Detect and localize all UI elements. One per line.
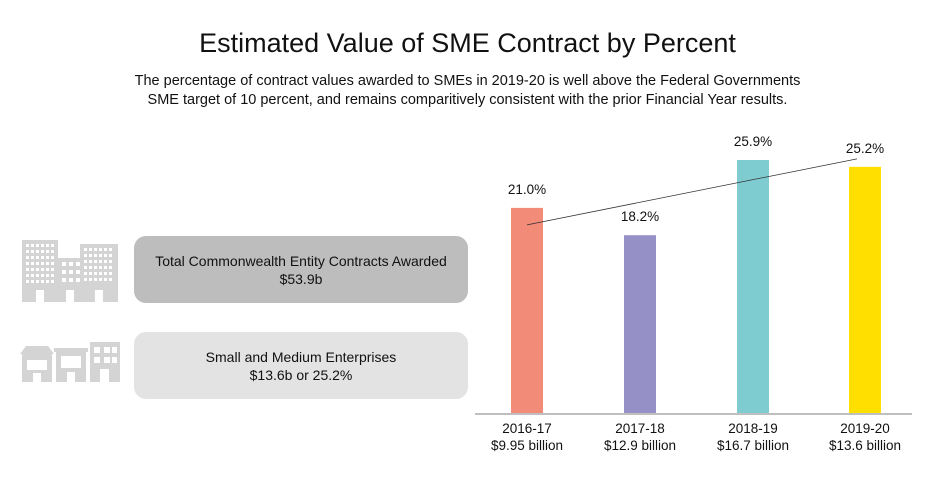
value-label-2017-18: 18.2% bbox=[621, 209, 659, 224]
page-subtitle: The percentage of contract values awarde… bbox=[90, 72, 845, 110]
sme-contracts-value: $13.6b or 25.2% bbox=[249, 366, 353, 383]
bar-2019-20 bbox=[849, 166, 881, 413]
category-label-2018-19: 2018-19 bbox=[728, 421, 778, 436]
category-label-2016-17: 2016-17 bbox=[502, 421, 552, 436]
bar-2018-19 bbox=[737, 160, 769, 413]
total-contracts-value: $53.9b bbox=[279, 270, 323, 287]
category-label-2019-20: 2019-20 bbox=[840, 421, 890, 436]
value-label-2016-17: 21.0% bbox=[508, 182, 546, 197]
value-label-2018-19: 25.9% bbox=[734, 134, 772, 149]
category-amount-2016-17: $9.95 billion bbox=[491, 438, 563, 453]
total-contracts-label: Total Commonwealth Entity Contracts Awar… bbox=[155, 252, 447, 269]
bar-chart: 21.0% 18.2% 25.9% 25.2% 2016-17 $9.95 billion… bbox=[475, 134, 912, 453]
total-contracts-card: Total Commonwealth Entity Contracts Awar… bbox=[134, 236, 468, 303]
bar-2017-18 bbox=[624, 235, 656, 413]
sme-contracts-label: Small and Medium Enterprises bbox=[205, 348, 397, 365]
category-amount-2017-18: $12.9 billion bbox=[604, 438, 676, 453]
subtitle-line-2: SME target of 10 percent, and remains co… bbox=[147, 92, 788, 108]
value-label-2019-20: 25.2% bbox=[846, 141, 884, 156]
category-amount-2019-20: $13.6 billion bbox=[829, 438, 901, 453]
subtitle-line-1: The percentage of contract values awarde… bbox=[134, 73, 801, 89]
office-buildings-icon bbox=[20, 232, 120, 302]
bar-2016-17 bbox=[511, 207, 543, 413]
shopfronts-icon bbox=[18, 340, 122, 382]
page-title: Estimated Value of SME Contract by Perce… bbox=[199, 28, 736, 58]
category-label-2017-18: 2017-18 bbox=[615, 421, 665, 436]
sme-contracts-card: Small and Medium Enterprises $13.6b or 2… bbox=[134, 332, 468, 399]
category-amount-2018-19: $16.7 billion bbox=[717, 438, 789, 453]
trendline bbox=[526, 158, 858, 226]
